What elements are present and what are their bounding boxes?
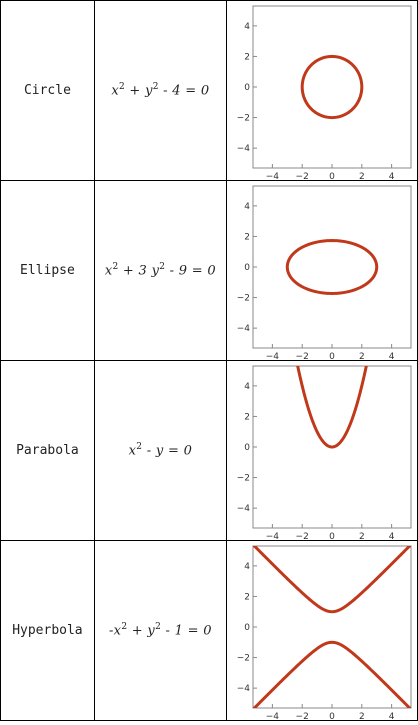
- y-tick-label: −4: [237, 144, 251, 154]
- x-tick-label: −4: [266, 172, 280, 179]
- x-tick-label: 0: [329, 172, 335, 179]
- hyperbola-upper-branch: [253, 546, 411, 614]
- x-tick-label: −2: [296, 532, 309, 539]
- x-tick-label: 2: [359, 352, 365, 359]
- hyperbola-lower-branch: [253, 640, 411, 708]
- x-tick-label: 0: [329, 352, 335, 359]
- y-tick-label: 2: [244, 592, 250, 602]
- x-tick-label: −4: [266, 712, 280, 719]
- y-tick-label: 4: [244, 382, 250, 392]
- curve-plot: −4 −2 0 2 4 4 2 0 −2 −4: [237, 365, 412, 539]
- y-tick-label: 4: [244, 22, 250, 32]
- y-tick-label: −4: [237, 504, 251, 514]
- y-tick-label: 2: [244, 232, 250, 242]
- plot-frame: [252, 5, 412, 169]
- x-tick-label: −2: [296, 352, 309, 359]
- curve-plot-cell: −4 −2 0 2 4 4 2 0 −2 −4: [226, 540, 418, 721]
- x-tick-label: 0: [329, 532, 335, 539]
- curve-equation: -x2 + y2 - 1 = 0: [93, 540, 228, 721]
- plot-frame: [252, 545, 412, 709]
- x-tick-label: 2: [359, 712, 365, 719]
- curve-plot: −4 −2 0 2 4 4 2 0 −2 −4: [237, 5, 412, 179]
- y-tick-label: 2: [244, 412, 250, 422]
- curve-name: Circle: [0, 0, 95, 181]
- curve-name: Parabola: [0, 360, 95, 541]
- ellipse-curve: [285, 239, 379, 295]
- y-tick-label: 4: [244, 202, 250, 212]
- y-tick-label: −4: [237, 324, 251, 334]
- y-tick-label: 0: [244, 443, 250, 453]
- y-tick-label: −2: [237, 474, 250, 484]
- curve-plot-cell: −4 −2 0 2 4 4 2 0 −2 −4: [226, 0, 418, 181]
- plot-frame: [252, 185, 412, 349]
- table-row: Hyperbola -x2 + y2 - 1 = 0 −4 −2 0 2 4 4 2 0 −2−…: [0, 540, 418, 721]
- y-tick-label: −4: [237, 684, 251, 694]
- curve-equation: x2 + y2 - 4 = 0: [93, 0, 228, 181]
- curve-equation: x2 + 3 y2 - 9 = 0: [93, 180, 228, 361]
- curve-plot-cell: −4 −2 0 2 4 4 2 0 −2 −4: [226, 180, 418, 361]
- y-tick-label: −2: [237, 114, 250, 124]
- parabola-curve: [296, 366, 368, 449]
- y-tick-label: 2: [244, 52, 250, 62]
- table-row: Parabola x2 - y = 0 −4 −2 0 2 4 4 2 0 −2 −4: [0, 360, 418, 541]
- y-tick-label: −2: [237, 294, 250, 304]
- y-tick-label: −2: [237, 654, 250, 664]
- curve-name: Ellipse: [0, 180, 95, 361]
- x-tick-label: −2: [296, 712, 309, 719]
- y-tick-label: 4: [244, 562, 250, 572]
- y-tick-label: 0: [244, 623, 250, 633]
- table-row: Circle x2 + y2 - 4 = 0 −4 −2 0 2 4 4 2 0 −2 −4: [0, 0, 418, 181]
- table-row: Ellipse x2 + 3 y2 - 9 = 0 −4 −2 0 2 4 4 2 0 −2 −4: [0, 180, 418, 361]
- x-tick-label: 4: [389, 712, 395, 719]
- x-tick-label: 4: [389, 352, 395, 359]
- curve-name: Hyperbola: [0, 540, 95, 721]
- x-tick-label: 0: [329, 712, 335, 719]
- curve-equation: x2 - y = 0: [93, 360, 228, 541]
- x-tick-label: 4: [389, 172, 395, 179]
- y-tick-label: 0: [244, 83, 250, 93]
- x-tick-label: 2: [359, 172, 365, 179]
- x-tick-label: 2: [359, 532, 365, 539]
- x-tick-label: 4: [389, 532, 395, 539]
- circle-curve: [300, 54, 364, 120]
- curve-plot: −4 −2 0 2 4 4 2 0 −2 −4: [237, 545, 412, 719]
- curve-plot: −4 −2 0 2 4 4 2 0 −2 −4: [237, 185, 412, 359]
- x-tick-label: −4: [266, 352, 280, 359]
- x-tick-label: −2: [296, 172, 309, 179]
- curve-plot-cell: −4 −2 0 2 4 4 2 0 −2 −4: [226, 360, 418, 541]
- y-tick-label: 0: [244, 263, 250, 273]
- x-tick-label: −4: [266, 532, 280, 539]
